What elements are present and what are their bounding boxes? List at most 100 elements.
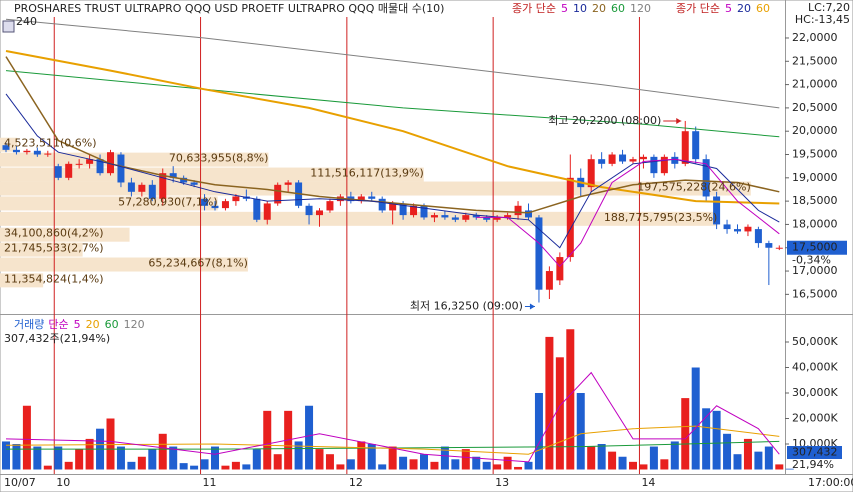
moving-average <box>5 425 780 455</box>
legend-period: 60 <box>611 2 625 15</box>
candle-body <box>420 205 428 218</box>
candle-body <box>169 173 177 178</box>
candle-body <box>671 156 679 164</box>
volume-bar <box>691 367 700 470</box>
y-tick-label: 17,0000 <box>792 264 838 277</box>
candle-body <box>159 173 167 199</box>
candle-body <box>556 257 564 281</box>
moving-average <box>6 440 780 450</box>
volume-bar <box>305 405 314 470</box>
volume-bar <box>681 398 690 470</box>
candle-body <box>441 215 449 218</box>
candle-body <box>713 196 721 225</box>
candle-body <box>514 205 522 216</box>
legend-period: 120 <box>630 2 651 15</box>
moving-average <box>476 158 780 268</box>
low-annotation: 최저 16,3250 (09:00) <box>410 300 523 313</box>
volume-bar <box>712 410 721 470</box>
x-tick-label: 11 <box>203 476 217 489</box>
volume-bar <box>357 441 366 470</box>
volume-bar <box>430 461 439 470</box>
volume-bar <box>242 464 251 470</box>
volume-bar <box>545 336 554 470</box>
x-tick-label: 10/07 <box>4 476 36 489</box>
profile-bar <box>0 181 751 196</box>
volume-bar <box>106 418 115 470</box>
calendar-icon[interactable] <box>2 20 15 33</box>
candle-body <box>263 203 271 220</box>
volume-last-label: 307,432 <box>792 446 838 459</box>
last-price-label: 17,5000 <box>792 241 838 254</box>
volume-bar <box>670 441 679 470</box>
candle-body <box>462 215 470 220</box>
volume-bar <box>179 463 188 470</box>
legend-title: 거래량 <box>14 318 44 331</box>
candle-body <box>221 201 229 209</box>
candle-body <box>44 153 52 155</box>
y-tick-label: 20,0000 <box>792 124 838 137</box>
volume-bar <box>785 468 794 470</box>
candle-body <box>566 177 574 258</box>
y-tick-label: 19,0000 <box>792 171 838 184</box>
candle-body <box>190 182 198 185</box>
y-tick-label: 20,000K <box>792 412 838 425</box>
candle-body <box>744 226 752 232</box>
volume-bar <box>723 433 732 470</box>
legend-period: 60 <box>105 318 119 331</box>
volume-bar <box>733 454 742 470</box>
volume-bar <box>576 393 585 470</box>
volume-bar <box>649 446 658 470</box>
legend-label: 단순 <box>48 318 68 331</box>
volume-bar <box>472 456 481 470</box>
volume-bar <box>388 446 397 470</box>
legend-period: 120 <box>124 318 145 331</box>
profile-bar <box>0 167 424 182</box>
candle-body <box>660 156 668 174</box>
profile-bar <box>0 227 130 242</box>
candle-body <box>639 156 647 160</box>
candle-body <box>734 229 741 232</box>
volume-bar <box>514 466 523 470</box>
candle-body <box>619 154 627 162</box>
high-annotation: 최고 20,2200 (08:00) <box>548 114 661 127</box>
profile-bar <box>0 242 83 257</box>
profile-label: 11,354,824(1,4%) <box>4 272 104 285</box>
volume-pct-label: 21,94% <box>792 458 834 471</box>
candle-body <box>504 215 512 218</box>
profile-label: 197,575,228(24,6%) <box>637 181 751 194</box>
volume-bar <box>608 451 617 470</box>
volume-bar <box>85 438 94 470</box>
moving-average <box>5 56 780 214</box>
candle-body <box>316 210 323 216</box>
volume-bar <box>420 454 428 470</box>
volume-bar <box>503 456 512 470</box>
volume-bar <box>294 441 303 470</box>
candle-body <box>107 152 114 174</box>
candle-body <box>86 159 94 164</box>
candle-body <box>587 159 595 188</box>
volume-bar <box>639 464 648 470</box>
volume-bar <box>775 464 784 470</box>
high-arrowhead <box>676 117 682 124</box>
volume-bar <box>493 464 502 470</box>
volume-info: 307,432주(21,94%) <box>4 332 110 345</box>
candle-body <box>702 159 710 197</box>
y-tick-label: 20,5000 <box>792 101 838 114</box>
volume-bar <box>336 464 345 470</box>
moving-average <box>5 50 780 205</box>
legend: 종가 단순 5 10 20 60 120 <box>512 2 651 15</box>
candle-body <box>127 182 135 192</box>
y-tick-label: 18,5000 <box>792 194 838 207</box>
candle-body <box>2 145 10 150</box>
volume-bar <box>764 446 773 470</box>
candle-body <box>368 196 376 199</box>
header-bg <box>1 1 784 17</box>
profile-label: 21,745,533(2,7%) <box>4 242 104 255</box>
candle-body <box>96 159 104 174</box>
legend-period: 20 <box>86 318 100 331</box>
candle-body <box>545 271 553 290</box>
volume-bar <box>524 461 533 470</box>
profile-bar <box>0 152 269 167</box>
candle-body <box>117 154 125 183</box>
volume-bar <box>597 444 606 470</box>
